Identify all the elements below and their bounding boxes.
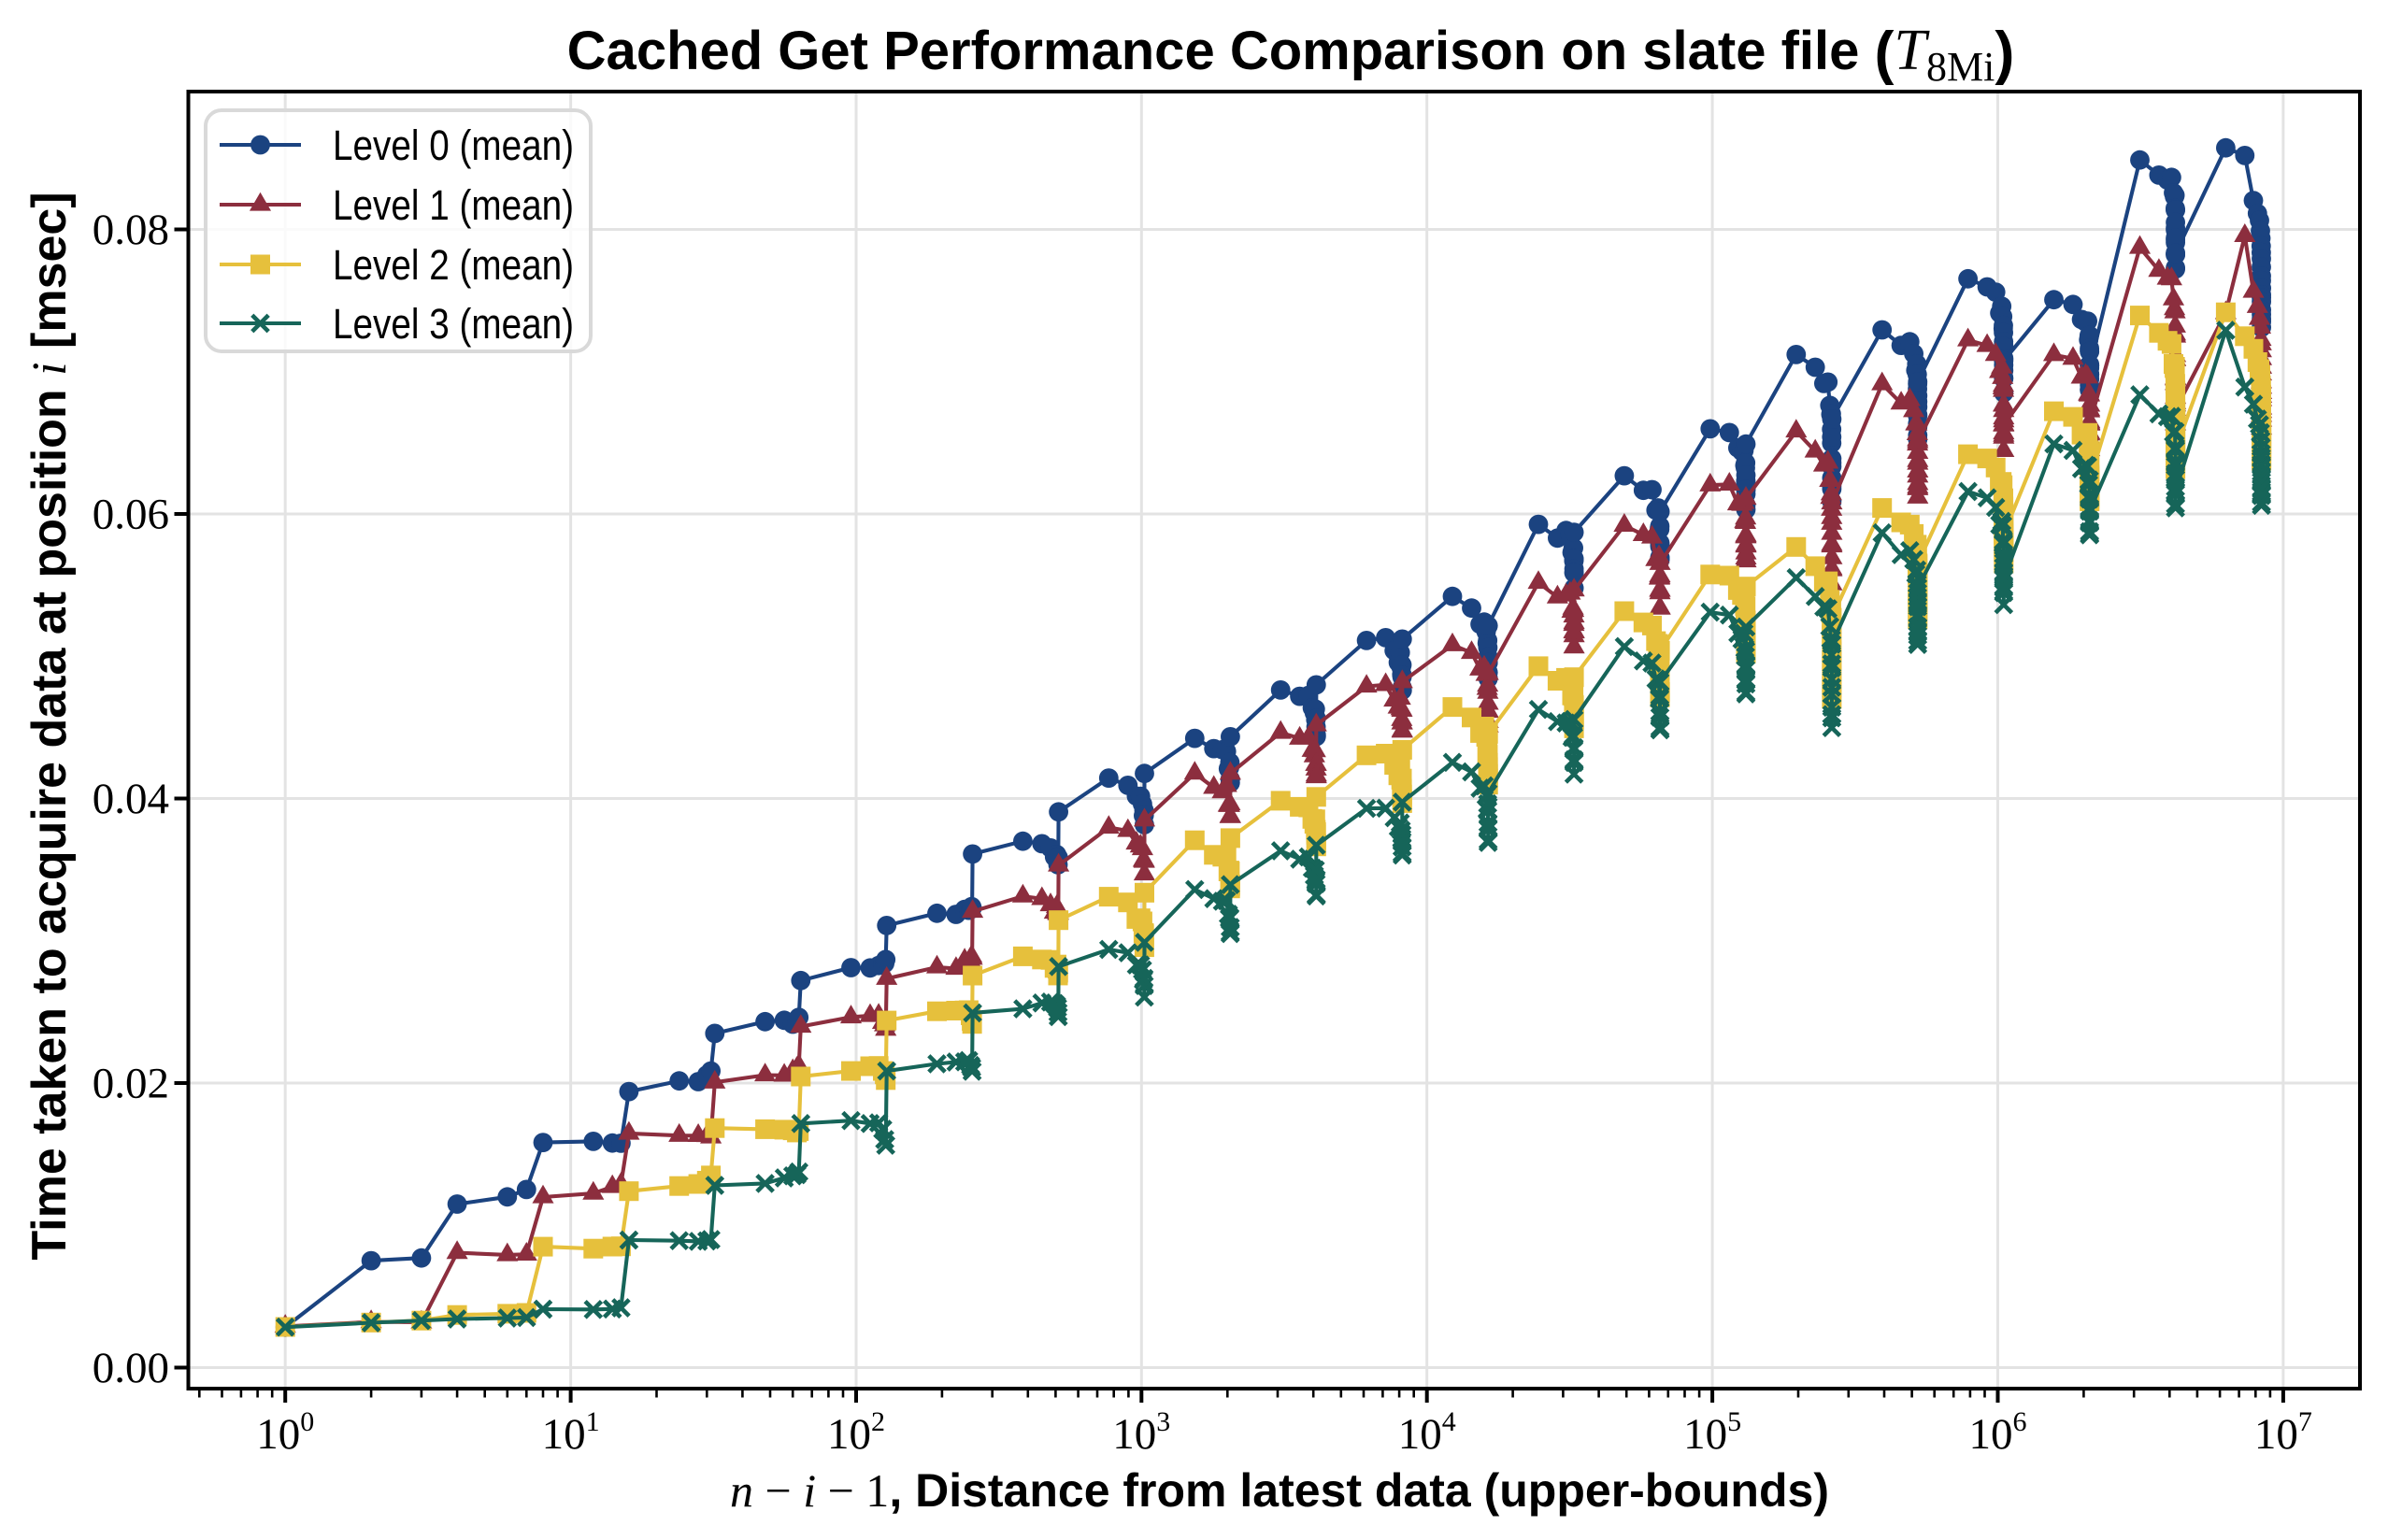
svg-text:Level 1 (mean): Level 1 (mean)	[333, 181, 574, 229]
svg-text:0.00: 0.00	[93, 1344, 169, 1392]
svg-text:Level 3 (mean): Level 3 (mean)	[333, 300, 574, 348]
svg-text:0.06: 0.06	[93, 491, 169, 539]
svg-text:Time taken to acquire data at: Time taken to acquire data at position i…	[22, 192, 77, 1260]
svg-text:0.04: 0.04	[93, 775, 169, 823]
svg-text:Level 2 (mean): Level 2 (mean)	[333, 241, 574, 289]
svg-text:0.02: 0.02	[93, 1060, 169, 1108]
svg-text:n − i − 1, Distance from lates: n − i − 1, Distance from latest data (up…	[730, 1464, 1829, 1517]
svg-text:0.08: 0.08	[93, 206, 169, 254]
svg-text:Cached Get Performance Compari: Cached Get Performance Comparison on sla…	[567, 19, 2015, 90]
svg-text:106: 106	[1969, 1406, 2027, 1459]
svg-text:Level 0 (mean): Level 0 (mean)	[333, 121, 574, 169]
